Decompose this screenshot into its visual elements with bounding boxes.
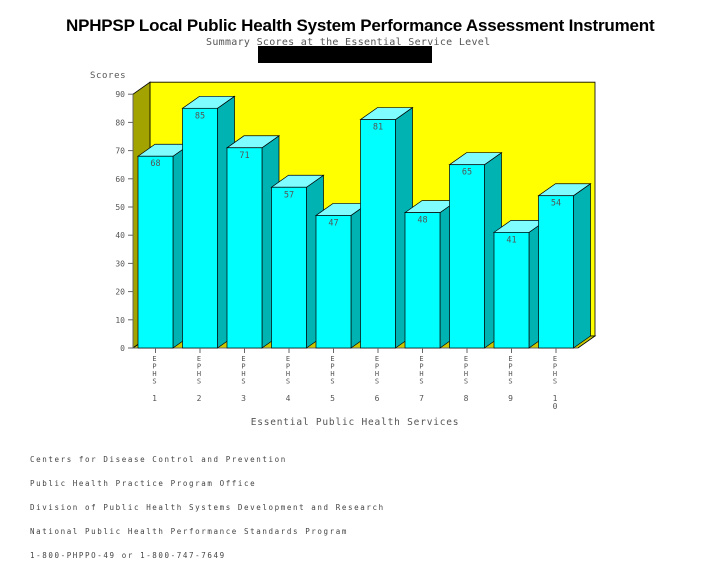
- x-tick-label-number: 9: [508, 394, 513, 403]
- redaction-bar: [258, 46, 432, 63]
- x-tick-label-number: 5: [330, 394, 335, 403]
- y-tick-label: 20: [115, 288, 125, 297]
- bar: [538, 195, 574, 349]
- x-tick-label-char: H: [508, 370, 512, 378]
- x-tick-label-char: P: [241, 363, 245, 371]
- bar-value-label: 48: [417, 216, 427, 226]
- x-tick-label-number: 6: [375, 394, 380, 403]
- x-tick-label-char: S: [241, 378, 245, 386]
- bar: [226, 147, 263, 349]
- y-tick-label: 50: [115, 203, 125, 212]
- x-tick-label-char: E: [330, 355, 334, 363]
- chart-plot-area: 010203040506070809068EPHS185EPHS271EPHS3…: [115, 81, 597, 411]
- bar: [315, 215, 352, 349]
- x-tick-label-number: 3: [241, 394, 246, 403]
- bar-value-label: 57: [284, 190, 294, 200]
- x-tick-label-char: E: [553, 355, 557, 363]
- y-tick-label: 70: [115, 147, 125, 156]
- bar: [493, 232, 530, 349]
- bar-side-face: [573, 183, 591, 349]
- bar-value-label: 85: [195, 111, 205, 121]
- bar-value-label: 71: [239, 151, 249, 161]
- y-tick-label: 60: [115, 175, 125, 184]
- x-axis-label: Essential Public Health Services: [251, 417, 460, 428]
- x-tick-label-char: S: [152, 378, 156, 386]
- x-tick-label-char: E: [419, 355, 423, 363]
- x-tick-label-char: E: [464, 355, 468, 363]
- x-tick-label-char: P: [553, 363, 557, 371]
- footer-line: Public Health Practice Program Office: [30, 479, 257, 488]
- x-tick-label-char: P: [197, 363, 201, 371]
- x-tick-label-char: S: [508, 378, 512, 386]
- bar-value-label: 41: [506, 235, 516, 245]
- y-tick-label: 40: [115, 231, 125, 240]
- bar: [449, 164, 485, 349]
- footer: Centers for Disease Control and Preventi…: [30, 440, 385, 568]
- bar: [360, 119, 396, 349]
- x-tick-label-char: H: [330, 370, 334, 378]
- x-tick-label-char: S: [330, 378, 334, 386]
- bar: [137, 155, 174, 349]
- bar-value-label: 65: [462, 168, 472, 178]
- x-tick-label-number: 8: [464, 394, 469, 403]
- bar-value-label: 81: [373, 123, 383, 133]
- x-tick-label-char: E: [197, 355, 201, 363]
- x-tick-label-char: H: [375, 370, 379, 378]
- bar-chart: Scores Essential Public Health Services …: [90, 71, 597, 428]
- bar: [404, 212, 441, 349]
- x-tick-label-char: H: [553, 370, 557, 378]
- page-title: NPHPSP Local Public Health System Perfor…: [66, 16, 655, 35]
- x-tick-label-number: 0: [553, 402, 558, 411]
- bar-value-label: 68: [150, 159, 160, 169]
- x-tick-label-number: 7: [419, 394, 424, 403]
- y-tick-label: 10: [115, 316, 125, 325]
- y-tick-label: 30: [115, 259, 125, 268]
- x-tick-label-number: 2: [197, 394, 202, 403]
- x-tick-label-char: E: [152, 355, 156, 363]
- x-tick-label-char: P: [330, 363, 334, 371]
- x-tick-label-char: H: [152, 370, 156, 378]
- x-tick-label-char: H: [419, 370, 423, 378]
- footer-line: 1-800-PHPPO-49 or 1-800-747-7649: [30, 551, 226, 560]
- x-tick-label-char: S: [553, 378, 557, 386]
- x-tick-label-number: 1: [553, 394, 558, 403]
- bar-value-label: 54: [551, 199, 561, 209]
- x-tick-label-char: E: [241, 355, 245, 363]
- x-tick-label-char: H: [286, 370, 290, 378]
- x-tick-label-char: H: [197, 370, 201, 378]
- x-tick-label-char: S: [286, 378, 290, 386]
- x-tick-label-char: S: [464, 378, 468, 386]
- footer-line: National Public Health Performance Stand…: [30, 527, 348, 536]
- x-tick-label-char: P: [464, 363, 468, 371]
- y-axis-label: Scores: [90, 71, 126, 81]
- x-tick-label-char: E: [508, 355, 512, 363]
- footer-line: Centers for Disease Control and Preventi…: [30, 455, 287, 464]
- x-tick-label-char: P: [419, 363, 423, 371]
- x-tick-label-number: 4: [286, 394, 291, 403]
- x-tick-label-char: E: [375, 355, 379, 363]
- bar: [182, 107, 218, 349]
- bar: [271, 186, 307, 349]
- x-tick-label-char: S: [375, 378, 379, 386]
- x-tick-label-char: P: [508, 363, 512, 371]
- y-tick-label: 80: [115, 118, 125, 127]
- x-tick-label-char: E: [286, 355, 290, 363]
- x-tick-label-char: S: [197, 378, 201, 386]
- x-tick-label-char: P: [286, 363, 290, 371]
- x-tick-label-char: S: [419, 378, 423, 386]
- x-tick-label-char: P: [375, 363, 379, 371]
- page-subtitle: Summary Scores at the Essential Service …: [206, 37, 491, 48]
- x-tick-label-char: H: [241, 370, 245, 378]
- bar-value-label: 47: [328, 218, 338, 228]
- y-tick-label: 90: [115, 90, 125, 99]
- footer-line: Division of Public Health Systems Develo…: [30, 503, 385, 512]
- x-tick-label-char: H: [464, 370, 468, 378]
- x-tick-label-number: 1: [152, 394, 157, 403]
- x-tick-label-char: P: [152, 363, 156, 371]
- y-tick-label: 0: [120, 344, 125, 353]
